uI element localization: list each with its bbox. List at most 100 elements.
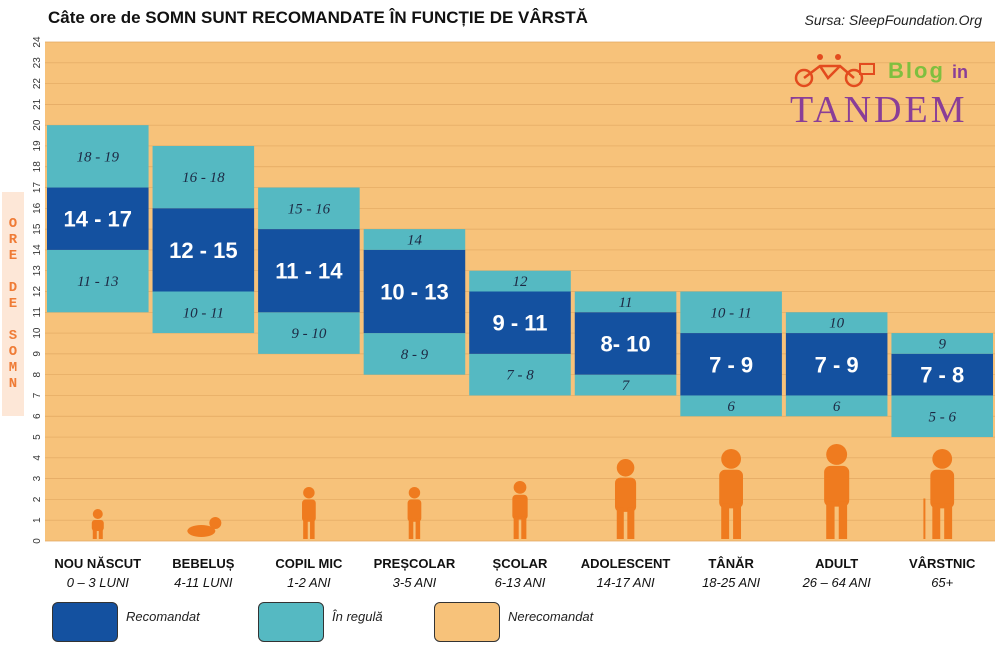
legend-swatch-ok — [258, 602, 324, 642]
y-axis-letter: E — [8, 248, 18, 264]
recommended-label: 9 - 11 — [492, 311, 547, 336]
category-name: PREȘCOLAR — [373, 556, 456, 571]
bar-recommended — [363, 249, 466, 334]
ok-lower-label: 7 — [622, 378, 631, 394]
source-label: Sursa: SleepFoundation.Org — [804, 12, 982, 28]
y-axis-letter: M — [8, 360, 18, 376]
page-title: Câte ore de SOMN SUNT RECOMANDATE ÎN FUN… — [48, 8, 588, 27]
ok-upper-label: 10 — [829, 316, 845, 332]
bar-ok-upper — [680, 291, 782, 334]
category-name: NOU NĂSCUT — [54, 556, 142, 571]
teenager-icon — [614, 459, 637, 539]
y-tick-label: 2 — [32, 496, 43, 502]
ok-lower-label: 10 - 11 — [183, 305, 224, 321]
ok-upper-label: 14 — [407, 233, 423, 249]
y-axis-letter: N — [8, 376, 18, 392]
category-age: 0 – 3 LUNI — [66, 575, 129, 590]
newborn-icon — [91, 509, 104, 539]
y-tick-label: 16 — [32, 202, 43, 214]
category-age: 26 – 64 ANI — [802, 575, 871, 590]
bar-ok-lower — [363, 333, 466, 375]
y-tick-label: 4 — [32, 455, 43, 461]
y-tick-label: 17 — [32, 182, 43, 194]
bar-ok-lower — [47, 249, 149, 313]
category-name: TÂNĂR — [708, 556, 754, 571]
bar-ok-upper — [47, 125, 149, 188]
category-name: ADOLESCENT — [580, 556, 671, 571]
bar-ok-lower — [258, 312, 360, 354]
y-tick-label: 18 — [32, 161, 43, 173]
y-axis-letter — [9, 312, 17, 328]
bar-recommended — [47, 187, 149, 250]
y-tick-label: 15 — [32, 223, 43, 235]
category-name: ADULT — [815, 556, 859, 571]
y-tick-label: 11 — [32, 307, 43, 318]
ok-lower-label: 5 - 6 — [928, 409, 956, 425]
logo-blog-text: Blog — [888, 58, 945, 83]
y-tick-label: 1 — [32, 517, 43, 523]
bar-ok-upper — [574, 291, 677, 313]
ok-upper-label: 16 - 18 — [182, 170, 225, 186]
bar-recommended — [152, 208, 255, 292]
recommended-label: 7 - 9 — [815, 352, 859, 377]
category-age: 6-13 ANI — [494, 575, 546, 590]
ok-upper-label: 10 - 11 — [710, 305, 751, 321]
ok-lower-label: 6 — [833, 399, 841, 415]
ok-lower-label: 8 - 9 — [401, 347, 429, 363]
y-axis-letter — [9, 264, 17, 280]
y-axis-letter: O — [8, 216, 18, 232]
y-tick-label: 12 — [32, 286, 43, 298]
bar-ok-upper — [258, 187, 360, 230]
adult-icon — [824, 444, 850, 539]
preschooler-icon — [407, 487, 422, 539]
crawling-baby-icon — [187, 517, 222, 537]
ok-upper-label: 15 - 16 — [288, 201, 331, 217]
ok-upper-label: 18 - 19 — [77, 149, 120, 165]
bar-ok-lower — [891, 395, 993, 438]
legend-label: În regulă — [332, 609, 383, 624]
recommended-label: 11 - 14 — [275, 259, 343, 284]
category-age: 14-17 ANI — [596, 575, 655, 590]
bar-recommended — [258, 229, 360, 313]
y-tick-label: 8 — [32, 371, 43, 377]
y-tick-label: 21 — [32, 98, 43, 110]
y-tick-label: 3 — [32, 475, 43, 481]
bar-recommended — [469, 291, 571, 354]
y-axis-letter: O — [8, 344, 18, 360]
bar-ok-lower — [469, 353, 571, 396]
legend-label: Recomandat — [126, 609, 200, 624]
recommended-label: 7 - 9 — [709, 352, 753, 377]
recommended-label: 8- 10 — [600, 331, 650, 356]
bar-recommended — [680, 333, 782, 396]
y-tick-label: 19 — [32, 140, 43, 152]
recommended-label: 14 - 17 — [64, 207, 133, 232]
y-tick-label: 24 — [32, 36, 43, 48]
ok-upper-label: 11 — [619, 295, 633, 311]
category-age: 18-25 ANI — [702, 575, 761, 590]
legend-swatch-not-recommended — [434, 602, 500, 642]
bar-ok-lower — [785, 395, 888, 417]
category-age: 65+ — [931, 575, 954, 590]
tandem-bicycle-icon — [794, 54, 875, 88]
y-tick-label: 7 — [32, 392, 43, 398]
y-tick-label: 6 — [32, 413, 43, 419]
bar-ok-upper — [785, 312, 888, 334]
category-age: 1-2 ANI — [287, 575, 331, 590]
y-axis-letter: E — [8, 296, 18, 312]
bar-ok-upper — [152, 145, 255, 209]
elderly-icon — [923, 449, 955, 539]
bar-ok-lower — [680, 395, 782, 417]
y-axis-letter: S — [8, 328, 18, 344]
logo-tandem-text: TANDEM — [790, 89, 968, 131]
category-age: 3-5 ANI — [392, 575, 437, 590]
category-name: BEBELUȘ — [172, 556, 235, 571]
category-age: 4-11 LUNI — [174, 575, 233, 590]
bar-ok-upper — [469, 270, 571, 292]
bar-ok-lower — [152, 291, 255, 334]
bar-recommended — [785, 333, 888, 396]
bar-recommended — [891, 353, 993, 396]
ok-lower-label: 7 - 8 — [506, 368, 534, 384]
bar-ok-upper — [891, 333, 993, 354]
